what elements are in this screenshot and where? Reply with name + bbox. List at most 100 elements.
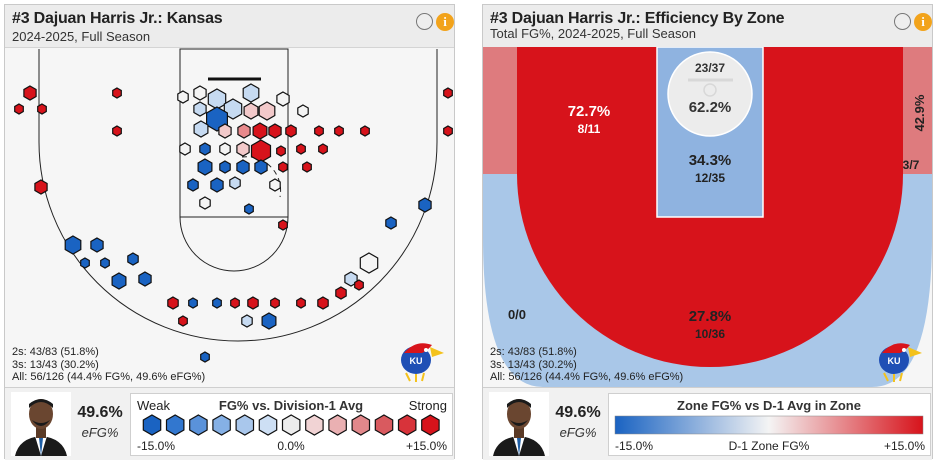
shot-hex bbox=[199, 196, 211, 210]
shot-hex bbox=[193, 101, 207, 117]
zone-fg-legend: Zone FG% vs D-1 Avg in Zone -15.0% D-1 Z… bbox=[608, 393, 931, 456]
above-break-pct: 27.8% bbox=[689, 308, 732, 325]
zone-chart-subtitle: Total FG%, 2024-2025, Full Season bbox=[490, 26, 696, 41]
fg-comparison-legend: Weak FG% vs. Division-1 Avg Strong -15.0… bbox=[130, 393, 453, 456]
kansas-jayhawk-logo: KU bbox=[401, 343, 444, 382]
shot-hex bbox=[193, 120, 209, 138]
shot-hex bbox=[178, 315, 188, 327]
zone-rim bbox=[667, 51, 753, 137]
shot-hex bbox=[230, 297, 240, 309]
shot-hex bbox=[219, 160, 231, 174]
zone-stats: 2s: 43/83 (51.8%) 3s: 13/43 (30.2%) All:… bbox=[490, 346, 683, 384]
shot-hex bbox=[359, 252, 379, 274]
efg-value: 49.6% bbox=[555, 404, 601, 421]
shot-chart-subtitle: 2024-2025, Full Season bbox=[12, 29, 151, 44]
efg-summary: 49.6% eFG% bbox=[75, 404, 125, 440]
shot-hex bbox=[261, 312, 277, 330]
shot-hex bbox=[14, 103, 24, 115]
shot-hex bbox=[127, 252, 139, 266]
shot-chart-court bbox=[14, 48, 453, 363]
shot-chart-header: #3 Dajuan Harris Jr.: Kansas 2024-2025, … bbox=[5, 5, 454, 48]
shot-hex bbox=[276, 145, 286, 157]
toggle-circle-icon[interactable] bbox=[894, 13, 911, 30]
twos-stat: 2s: 43/83 (51.8%) bbox=[490, 346, 577, 358]
corner-left-frac: 0/0 bbox=[508, 307, 526, 322]
shot-hex bbox=[418, 197, 432, 213]
shot-hex bbox=[177, 90, 189, 104]
legend-hex bbox=[374, 414, 394, 436]
legend-strong-label: Strong bbox=[409, 398, 447, 413]
legend-hex bbox=[142, 414, 162, 436]
shot-hex bbox=[200, 351, 210, 363]
legend-hex bbox=[397, 414, 417, 436]
zone-legend-min: -15.0% bbox=[615, 439, 653, 453]
shot-hex bbox=[443, 87, 453, 99]
shot-hex bbox=[443, 125, 453, 137]
toggle-circle-icon[interactable] bbox=[416, 13, 433, 30]
legend-hex bbox=[235, 414, 255, 436]
zone-corner-right bbox=[903, 47, 932, 174]
shot-hex bbox=[360, 125, 370, 137]
shot-hex bbox=[219, 142, 231, 156]
threes-stat: 3s: 13/43 (30.2%) bbox=[490, 358, 577, 371]
legend-max: +15.0% bbox=[406, 439, 447, 453]
shot-hex bbox=[90, 237, 104, 253]
shot-hex bbox=[193, 85, 207, 101]
legend-hex bbox=[305, 414, 324, 436]
shot-hex bbox=[34, 179, 48, 195]
shot-hex bbox=[207, 88, 227, 110]
legend-hex bbox=[351, 414, 371, 436]
legend-hex bbox=[421, 414, 440, 436]
zone-chart-header: #3 Dajuan Harris Jr.: Efficiency By Zone… bbox=[483, 5, 932, 48]
shot-hex bbox=[334, 125, 344, 137]
zone-chart-footer: 49.6% eFG% Zone FG% vs D-1 Avg in Zone -… bbox=[483, 387, 932, 460]
rim-frac: 23/37 bbox=[695, 61, 725, 75]
shot-hex bbox=[335, 286, 347, 300]
player-headshot bbox=[11, 392, 71, 456]
shot-hex bbox=[250, 139, 272, 163]
shot-hex bbox=[268, 123, 282, 139]
shot-hex bbox=[296, 143, 306, 155]
shot-hex bbox=[237, 123, 251, 139]
shot-hex bbox=[236, 159, 250, 175]
shot-hex bbox=[23, 85, 37, 101]
shot-hex bbox=[100, 257, 110, 269]
shot-hex bbox=[314, 125, 324, 137]
legend-hex-scale bbox=[142, 414, 440, 436]
zone-court: 23/37 62.2% 34.3% 12/35 72.7% 8/11 42.9%… bbox=[483, 47, 932, 387]
shot-hex bbox=[296, 297, 306, 309]
shot-hex bbox=[241, 314, 253, 328]
legend-hex bbox=[165, 414, 185, 436]
shot-hex bbox=[37, 103, 47, 115]
efg-label: eFG% bbox=[81, 425, 119, 440]
all-stat: All: 56/126 (44.4% FG%, 49.6% eFG%) bbox=[12, 371, 206, 383]
info-icon[interactable]: i bbox=[914, 13, 932, 31]
shot-hex bbox=[285, 124, 297, 138]
legend-weak-label: Weak bbox=[137, 398, 170, 413]
shot-hex bbox=[229, 176, 241, 190]
shot-hex bbox=[278, 219, 288, 231]
shot-hex bbox=[212, 297, 222, 309]
shot-hex bbox=[297, 104, 309, 118]
zone-legend-max: +15.0% bbox=[884, 439, 925, 453]
threes-stat: 3s: 13/43 (30.2%) bbox=[12, 358, 99, 371]
zone-chart-title: #3 Dajuan Harris Jr.: Efficiency By Zone bbox=[490, 10, 785, 27]
twos-stat: 2s: 43/83 (51.8%) bbox=[12, 346, 99, 358]
shot-hex bbox=[111, 272, 127, 290]
legend-min: -15.0% bbox=[137, 439, 175, 453]
shot-hex bbox=[179, 142, 191, 156]
shot-hex bbox=[302, 161, 312, 173]
efg-summary: 49.6% eFG% bbox=[553, 404, 603, 440]
shot-hex bbox=[254, 159, 268, 175]
shot-hex bbox=[317, 296, 329, 310]
zone-chart-panel: #3 Dajuan Harris Jr.: Efficiency By Zone… bbox=[482, 4, 933, 460]
shot-hex bbox=[243, 102, 259, 120]
shot-hex bbox=[354, 279, 364, 291]
shot-hex bbox=[197, 158, 213, 176]
kansas-jayhawk-logo: KU bbox=[879, 343, 922, 382]
shot-hex bbox=[242, 83, 260, 103]
shot-hex bbox=[167, 296, 179, 310]
corner-right-frac: 3/7 bbox=[903, 158, 920, 172]
info-icon[interactable]: i bbox=[436, 13, 454, 31]
legend-hex bbox=[212, 414, 231, 436]
